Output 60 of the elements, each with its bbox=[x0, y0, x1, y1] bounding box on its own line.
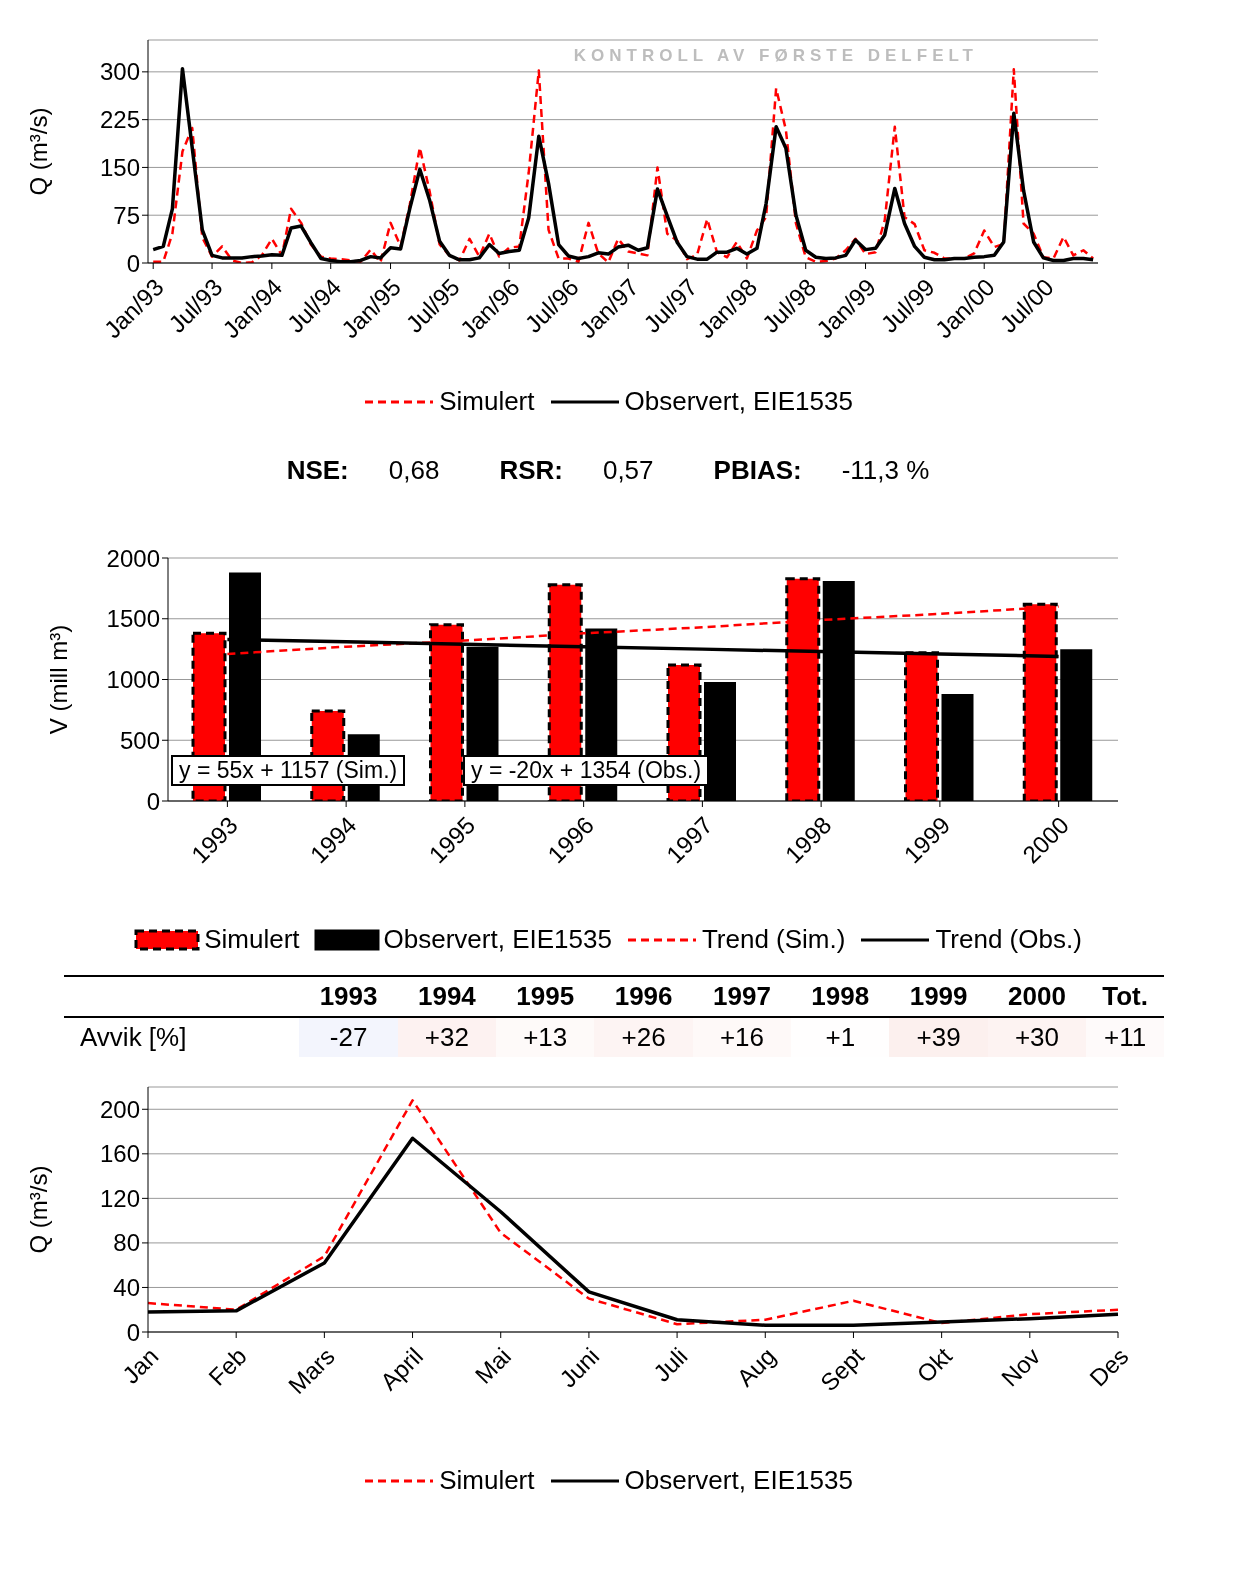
y-tick-label: 500 bbox=[119, 726, 160, 754]
y-tick-label: 40 bbox=[113, 1273, 140, 1301]
x-tick-label: Nov bbox=[995, 1342, 1046, 1392]
legend-label: Trend (Obs.) bbox=[935, 924, 1082, 955]
data-label: +30 bbox=[987, 1017, 1087, 1057]
y-tick-label: 200 bbox=[99, 1095, 140, 1123]
legend-label: Simulert bbox=[439, 386, 535, 417]
y-tick-label: 300 bbox=[99, 58, 140, 86]
y-tick-label: 150 bbox=[99, 153, 140, 181]
x-tick-label: Mai bbox=[469, 1342, 517, 1389]
line-series bbox=[146, 1099, 1120, 1326]
annotation: y = -20x + 1354 (Obs.) bbox=[463, 755, 710, 786]
legend-label: Observert, EIE1535 bbox=[624, 1465, 853, 1496]
y-tick-label: 2000 bbox=[106, 544, 160, 572]
y-tick-label: 80 bbox=[113, 1229, 140, 1257]
legend-label: Observert, EIE1535 bbox=[383, 924, 612, 955]
y-tick-label: 75 bbox=[113, 201, 140, 229]
legend-label: Simulert bbox=[439, 1465, 535, 1496]
data-label: +32 bbox=[397, 1017, 497, 1057]
x-tick-label: Okt bbox=[911, 1342, 958, 1388]
x-tick-label: Aug bbox=[731, 1342, 781, 1392]
x-tick-label: 1995 bbox=[515, 980, 576, 1013]
x-tick-label: 1998 bbox=[810, 980, 871, 1013]
y-tick-label: 0 bbox=[146, 787, 160, 815]
y-tick-label: 160 bbox=[99, 1140, 140, 1168]
data-label: -27 bbox=[299, 1017, 398, 1057]
data-label: +26 bbox=[594, 1017, 693, 1057]
x-tick-label: 1993 bbox=[318, 980, 379, 1013]
x-tick-label: 2000 bbox=[1007, 980, 1067, 1013]
data-label: +16 bbox=[692, 1017, 792, 1057]
y-tick-label: 1500 bbox=[106, 605, 160, 633]
x-tick-label: 1997 bbox=[712, 980, 772, 1013]
y-tick-label: 225 bbox=[99, 106, 140, 134]
x-tick-label: 1999 bbox=[908, 980, 969, 1013]
stamp-text: KONTROLL AV FØRSTE DELFELT bbox=[573, 46, 978, 66]
y-tick-label: Avvik [%] bbox=[79, 1021, 188, 1054]
x-tick-label: 1996 bbox=[613, 980, 674, 1013]
legend-label: Trend (Sim.) bbox=[701, 924, 846, 955]
legend-label: Observert, EIE1535 bbox=[624, 386, 853, 417]
y-tick-label: 0 bbox=[126, 249, 140, 277]
y-axis-title: V (mill m³) bbox=[44, 624, 72, 735]
text: NSE: 0,68 bbox=[286, 455, 440, 485]
text: PBIAS: -11,3 % bbox=[713, 455, 930, 485]
y-tick-label: 120 bbox=[99, 1184, 140, 1212]
y-tick-label: 1000 bbox=[106, 666, 160, 694]
x-tick-label: Des bbox=[1084, 1342, 1134, 1392]
text: RSR: 0,57 bbox=[499, 455, 654, 485]
data-label: +1 bbox=[791, 1017, 890, 1057]
x-tick-label: Tot. bbox=[1101, 980, 1149, 1013]
y-axis-title: Q (m³/s) bbox=[24, 1165, 52, 1254]
x-tick-label: 1994 bbox=[417, 980, 477, 1013]
x-tick-label: Juli bbox=[647, 1342, 693, 1387]
legend-label: Simulert bbox=[204, 924, 300, 955]
y-axis-title: Q (m³/s) bbox=[24, 107, 52, 196]
annotation: y = 55x + 1157 (Sim.) bbox=[171, 755, 406, 786]
data-label: +11 bbox=[1086, 1017, 1164, 1057]
data-label: +39 bbox=[889, 1017, 988, 1057]
x-tick-label: Feb bbox=[203, 1342, 252, 1391]
x-tick-label: Juni bbox=[554, 1342, 605, 1393]
data-label: +13 bbox=[496, 1017, 595, 1057]
